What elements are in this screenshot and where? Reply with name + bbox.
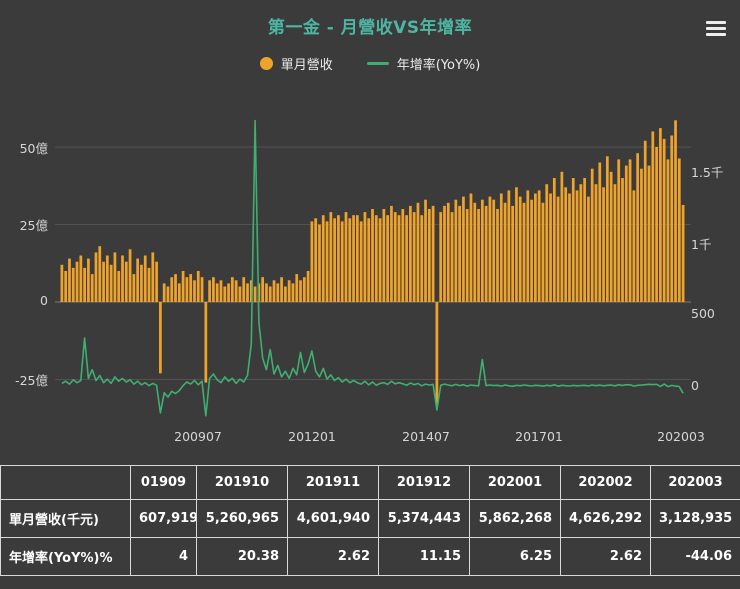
left-axis-label: 0	[40, 293, 48, 308]
table-header-cell: 201912	[378, 465, 470, 500]
table-header-cell: 201910	[196, 465, 288, 500]
table-cell: 607,919	[130, 499, 197, 538]
left-axis-label: 50億	[19, 141, 48, 156]
legend-item-revenue[interactable]: 單月營收	[259, 54, 333, 73]
table-row-revenue: 單月營收(千元) 607,919 5,260,965 4,601,940 5,3…	[0, 499, 740, 538]
table-cell: 5,862,268	[469, 499, 561, 538]
table-cell: 4,626,292	[560, 499, 651, 538]
table-cell: -44.06	[650, 537, 740, 576]
table-cell: 5,260,965	[196, 499, 288, 538]
table-header-cell: 01909	[130, 465, 197, 500]
table-cell: 5,374,443	[378, 499, 470, 538]
left-axis-label: -25億	[15, 373, 48, 388]
table-cell: 6.25	[469, 537, 561, 576]
page-title: 第一金 - 月營收VS年增率	[267, 18, 473, 38]
green-line-icon	[366, 62, 389, 65]
x-axis-label: 201407	[402, 429, 450, 444]
monthly-data-table: 01909 201910 201911 201912 202001 202002…	[0, 465, 740, 576]
legend-label-yoy: 年增率(YoY%)	[396, 58, 481, 73]
table-header-cell: 201911	[287, 465, 379, 500]
table-cell: 11.15	[378, 537, 470, 576]
legend-label-revenue: 單月營收	[280, 58, 333, 73]
x-axis-label: 201701	[515, 429, 563, 444]
table-header-cell: 202001	[469, 465, 561, 500]
legend-item-yoy[interactable]: 年增率(YoY%)	[366, 54, 481, 73]
table-header-row: 01909 201910 201911 201912 202001 202002…	[0, 465, 740, 500]
chart-area: 50億 25億 0 -25億 1.5千 1千 500 0 200907 2012…	[0, 87, 740, 455]
table-cell: 4,601,940	[287, 499, 379, 538]
table-cell: 20.38	[196, 537, 288, 576]
right-axis-label: 0	[691, 378, 699, 393]
hamburger-menu-icon[interactable]	[706, 21, 726, 36]
right-axis-label: 500	[691, 306, 715, 321]
right-axis-label: 1千	[691, 237, 712, 252]
x-axis-label: 200907	[174, 429, 222, 444]
x-axis-label: 201201	[288, 429, 336, 444]
table-cell: 4	[130, 537, 197, 576]
table-header-cell: 202003	[650, 465, 740, 500]
row-label: 單月營收(千元)	[0, 499, 131, 538]
table-cell: 3,128,935	[650, 499, 740, 538]
chart-legend: 單月營收 年增率(YoY%)	[0, 54, 740, 73]
orange-circle-icon	[259, 57, 273, 70]
table-cell: 2.62	[287, 537, 379, 576]
row-label: 年增率(YoY%)%	[0, 537, 131, 576]
right-axis-label: 1.5千	[691, 165, 724, 180]
header: 第一金 - 月營收VS年增率	[0, 0, 740, 38]
table-header-cell: 202002	[560, 465, 651, 500]
table-cell: 2.62	[560, 537, 651, 576]
table-row-yoy: 年增率(YoY%)% 4 20.38 2.62 11.15 6.25 2.62 …	[0, 537, 740, 576]
x-axis-label: 202003	[657, 429, 705, 444]
table-header-cell	[0, 465, 131, 500]
left-axis-label: 25億	[19, 218, 48, 233]
revenue-yoy-chart	[55, 119, 691, 417]
